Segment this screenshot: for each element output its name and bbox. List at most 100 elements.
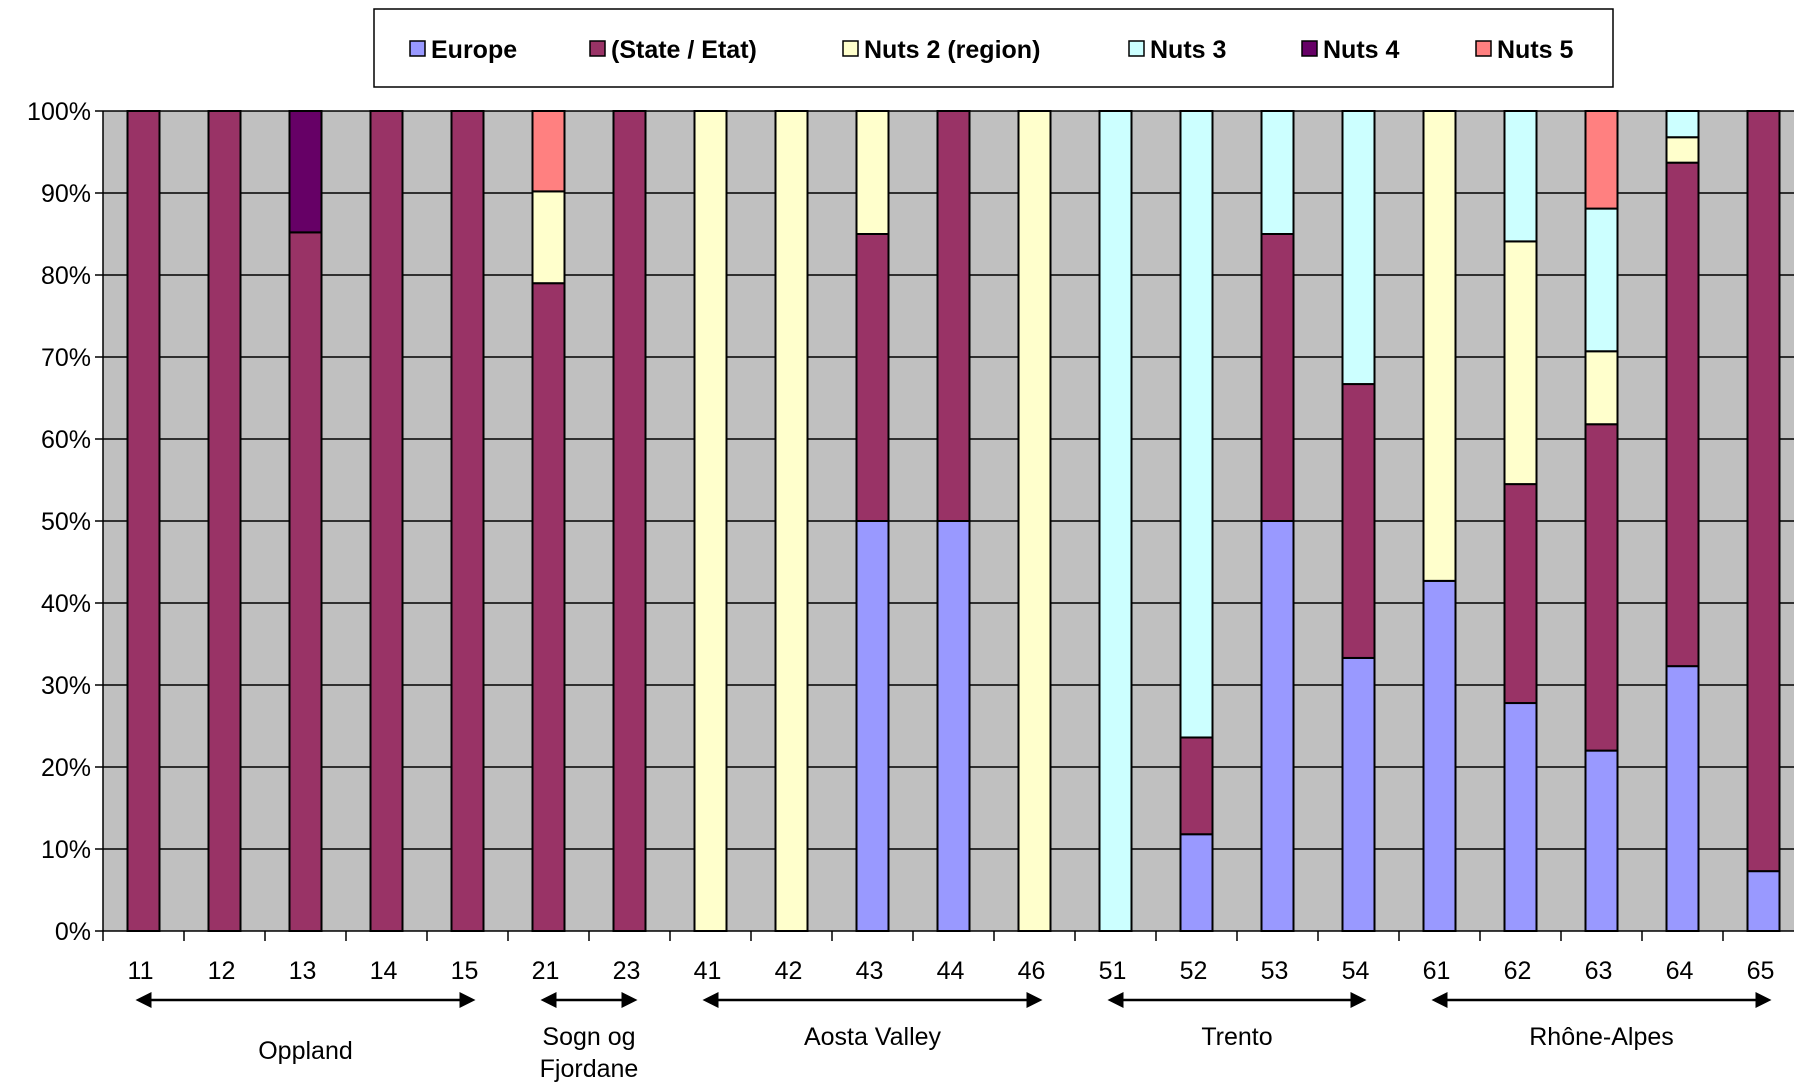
group-arrow-head-left (702, 992, 719, 1008)
bar-segment (1017, 110, 1052, 932)
group-arrow-head-right (621, 992, 638, 1008)
bar-segment (1098, 110, 1133, 932)
bar-segment (936, 110, 971, 522)
bar-segment (1422, 579, 1457, 932)
group-arrow-head-right (459, 992, 476, 1008)
bar-segment (1665, 136, 1700, 164)
group-annotations: Oppland Sogn og Fjordane Aosta Valley Trento… (135, 992, 1772, 1083)
x-tick-label: 54 (1342, 957, 1370, 985)
group-arrow-head-left (1107, 992, 1124, 1008)
group-label: Rhône-Alpes (1529, 1023, 1674, 1051)
bar-segment (288, 231, 323, 933)
x-tick-label: 11 (128, 957, 154, 985)
y-tick-label: 20% (41, 754, 91, 782)
group-label: Trento (1201, 1023, 1272, 1051)
bar-segment (450, 110, 485, 932)
bar-segment (855, 110, 890, 235)
bar-segment (1584, 350, 1619, 426)
x-tick-label: 21 (532, 957, 560, 985)
x-tick-label: 65 (1747, 957, 1775, 985)
bar-segment (1179, 110, 1214, 739)
x-tick-label: 23 (613, 957, 641, 985)
y-tick-label: 30% (41, 672, 91, 700)
bar-segment (1746, 870, 1781, 933)
legend: Europe (State / Etat) Nuts 2 (region) Nuts … (373, 8, 1614, 88)
x-tick-label: 41 (694, 957, 722, 985)
y-tick-label: 60% (41, 426, 91, 454)
bars (126, 110, 1781, 933)
group-arrow-head-right (1350, 992, 1367, 1008)
x-tick-label: 12 (208, 957, 236, 985)
legend-box (373, 8, 1614, 88)
bar-segment (1584, 749, 1619, 932)
bar-segment (531, 282, 566, 932)
x-tick-label: 52 (1180, 957, 1208, 985)
group-arrow-head-right (1026, 992, 1043, 1008)
group-label: Sogn og Fjordane (540, 1023, 639, 1083)
bar-segment (1665, 665, 1700, 932)
x-tick-label: 61 (1423, 957, 1451, 985)
x-tick-label: 62 (1504, 957, 1532, 985)
legend-label: Nuts 3 (1150, 36, 1226, 64)
bar-segment (1503, 240, 1538, 486)
x-tick-label: 51 (1099, 957, 1127, 985)
x-tick-label: 64 (1666, 957, 1694, 985)
bar-segment (1584, 423, 1619, 752)
bar-segment (1341, 383, 1376, 659)
legend-swatch (1301, 40, 1318, 57)
legend-swatch (1128, 40, 1145, 57)
bar-segment (1746, 110, 1781, 873)
x-axis-ticks: 11 12 13 14 15 21 23 41 42 43 44 46 51 52 53 54 61 62 63 64… (102, 931, 1775, 985)
legend-swatch (1475, 40, 1492, 57)
bar-segment (1341, 110, 1376, 386)
x-tick-label: 44 (937, 957, 965, 985)
bar-segment (1341, 656, 1376, 932)
y-tick-label: 40% (41, 590, 91, 618)
bar-segment (1260, 233, 1295, 522)
bar-segment (369, 110, 404, 932)
group-label: Oppland (258, 1037, 353, 1065)
group-arrow-head-right (1755, 992, 1772, 1008)
bar-segment (855, 233, 890, 522)
x-tick-label: 53 (1261, 957, 1289, 985)
bar-segment (1584, 207, 1619, 353)
group-label: Aosta Valley (804, 1023, 942, 1051)
y-tick-label: 10% (41, 836, 91, 864)
bar-segment (693, 110, 728, 932)
bar-segment (855, 520, 890, 932)
y-tick-label: 80% (41, 262, 91, 290)
bar-segment (936, 520, 971, 932)
y-tick-label: 50% (41, 508, 91, 536)
y-tick-label: 70% (41, 344, 91, 372)
group-arrow-head-left (135, 992, 152, 1008)
bar-segment (1503, 483, 1538, 705)
bar-segment (1503, 110, 1538, 243)
y-tick-label: 100% (27, 98, 91, 126)
legend-swatch (842, 40, 859, 57)
bar-segment (612, 110, 647, 932)
x-tick-label: 14 (370, 957, 398, 985)
bar-segment (207, 110, 242, 932)
bar-segment (126, 110, 161, 932)
x-tick-label: 13 (289, 957, 317, 985)
legend-label: Nuts 4 (1323, 36, 1400, 64)
legend-label: Nuts 5 (1497, 36, 1574, 64)
bar-segment (1503, 702, 1538, 932)
bar-segment (1665, 110, 1700, 139)
bar-segment (1422, 110, 1457, 582)
legend-label: Europe (431, 36, 517, 64)
x-tick-label: 42 (775, 957, 803, 985)
group-label-line: Sogn og (542, 1023, 635, 1051)
bar-segment (774, 110, 809, 932)
bar-segment (1665, 161, 1700, 668)
x-tick-label: 15 (451, 957, 479, 985)
bar-segment (531, 190, 566, 285)
bar-segment (1179, 736, 1214, 836)
bar-segment (288, 110, 323, 234)
x-tick-label: 43 (856, 957, 884, 985)
x-tick-label: 46 (1018, 957, 1046, 985)
y-tick-label: 0% (55, 918, 91, 946)
bar-segment (1584, 110, 1619, 210)
bar-segment (1260, 110, 1295, 235)
